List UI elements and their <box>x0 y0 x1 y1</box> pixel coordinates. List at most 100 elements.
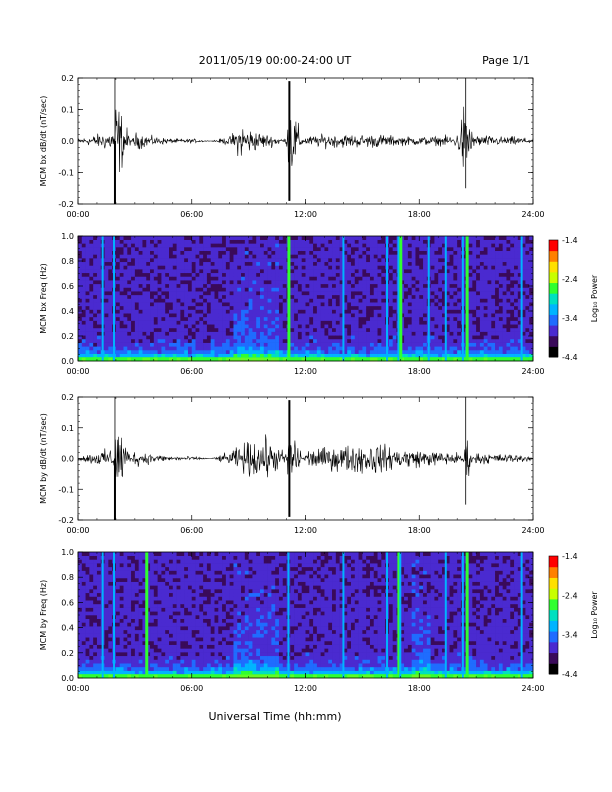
y-tick-label: 0.2 <box>61 74 74 83</box>
spectrogram-cell <box>309 316 314 321</box>
spectrogram-cell <box>157 298 162 303</box>
spectrogram-cell <box>203 353 208 358</box>
spectrogram-cell <box>339 287 344 292</box>
spectrogram-cell <box>241 320 246 325</box>
spectrogram-cell <box>180 353 185 358</box>
spectrogram-cell <box>498 313 503 318</box>
spectrogram-cell <box>404 272 409 277</box>
spectrogram-cell <box>479 250 485 255</box>
spectrogram-cell <box>404 309 409 314</box>
spectrogram-cell <box>89 258 94 263</box>
spectrogram-cell <box>415 305 420 310</box>
spectrogram-cell <box>438 342 443 347</box>
spectrogram-cell <box>404 335 409 340</box>
spectrogram-cell <box>78 250 83 255</box>
spectrogram-cell <box>81 603 86 608</box>
spectrogram-cell <box>373 316 378 321</box>
spectrogram-cell <box>351 353 356 358</box>
spectrogram-cell <box>407 313 412 318</box>
spectrogram-cell <box>184 309 189 314</box>
spectrogram-cell <box>525 349 530 354</box>
spectrogram-cell <box>138 243 143 248</box>
spectrogram-cell <box>343 338 348 343</box>
spectrogram-cell <box>430 247 435 252</box>
spectrogram-cell <box>248 250 253 255</box>
broadband-burst <box>113 236 116 361</box>
spectrogram-cell <box>297 353 303 358</box>
spectrogram-cell <box>476 353 481 358</box>
spectrogram-cell <box>521 353 526 358</box>
spectrogram-cell <box>210 302 215 307</box>
spectrogram-cell <box>476 302 481 307</box>
spectrogram-cell <box>453 298 458 303</box>
spectrogram-cell <box>104 283 109 288</box>
spectrogram-cell <box>479 320 485 325</box>
spectrogram-cell <box>146 346 151 351</box>
spectrogram-cell <box>134 250 139 255</box>
spectrogram-cell <box>256 327 261 332</box>
spectrogram-cell <box>388 265 394 270</box>
spectrogram-cell <box>381 327 386 332</box>
spectrogram-cell <box>514 265 519 270</box>
spectrogram-cell <box>320 250 325 255</box>
spectrogram-cell <box>93 596 98 601</box>
spectrogram-cell <box>78 585 83 590</box>
spectrogram-cell <box>354 324 359 329</box>
spectrogram-cell <box>400 316 405 321</box>
spectrogram-cell <box>248 313 253 318</box>
spectrogram-cell <box>150 239 155 244</box>
spectrogram-cell <box>169 349 174 354</box>
spectrogram-cell <box>502 338 507 343</box>
spectrogram-cell <box>358 342 363 347</box>
spectrogram-cell <box>108 313 113 318</box>
spectrogram-cell <box>339 239 344 244</box>
spectrogram-cell <box>449 338 454 343</box>
spectrogram-cell <box>381 291 386 296</box>
spectrogram-cell <box>142 276 147 281</box>
spectrogram-cell <box>104 243 109 248</box>
spectrogram-cell <box>442 316 447 321</box>
spectrogram-cell <box>161 342 166 347</box>
spectrogram-cell <box>260 338 265 343</box>
spectrogram-cell <box>339 324 344 329</box>
spectrogram-cell <box>309 247 314 252</box>
spectrogram-cell <box>411 316 416 321</box>
spectrogram-cell <box>206 291 212 296</box>
spectrogram-cell <box>479 349 485 354</box>
spectrogram-cell <box>468 236 473 240</box>
spectrogram-cell <box>108 243 113 248</box>
spectrogram-cell <box>305 265 310 270</box>
spectrogram-cell <box>108 666 113 671</box>
spectrogram-cell <box>210 313 215 318</box>
spectrogram-cell <box>377 353 382 358</box>
spectrogram-cell <box>335 239 340 244</box>
spectrogram-cell <box>442 294 447 299</box>
spectrogram-cell <box>339 316 344 321</box>
spectrogram-cell <box>476 342 481 347</box>
spectrogram-cell <box>176 269 181 274</box>
spectrogram-cell <box>324 294 329 299</box>
spectrogram-cell <box>260 320 265 325</box>
spectrogram-cell <box>290 338 295 343</box>
spectrogram-cell <box>381 316 386 321</box>
spectrogram-cell <box>343 265 348 270</box>
spectrogram-cell <box>502 320 507 325</box>
spectrogram-cell <box>449 291 454 296</box>
spectrogram-cell <box>430 320 435 325</box>
spectrogram-cell <box>191 353 196 358</box>
spectrogram-cell <box>419 313 424 318</box>
spectrogram-cell <box>85 626 90 631</box>
spectrogram-cell <box>354 298 359 303</box>
spectrogram-cell <box>81 324 86 329</box>
spectrogram-cell <box>297 331 303 336</box>
spectrogram-cell <box>210 294 215 299</box>
spectrogram-cell <box>93 243 98 248</box>
spectrogram-cell <box>85 670 90 675</box>
spectrogram-cell <box>438 346 443 351</box>
spectrogram-cell <box>506 265 511 270</box>
spectrogram-cell <box>157 338 162 343</box>
spectrogram-cell <box>229 247 234 252</box>
spectrogram-cell <box>525 272 530 277</box>
spectrogram-cell <box>203 302 208 307</box>
spectrogram-cell <box>78 258 83 263</box>
